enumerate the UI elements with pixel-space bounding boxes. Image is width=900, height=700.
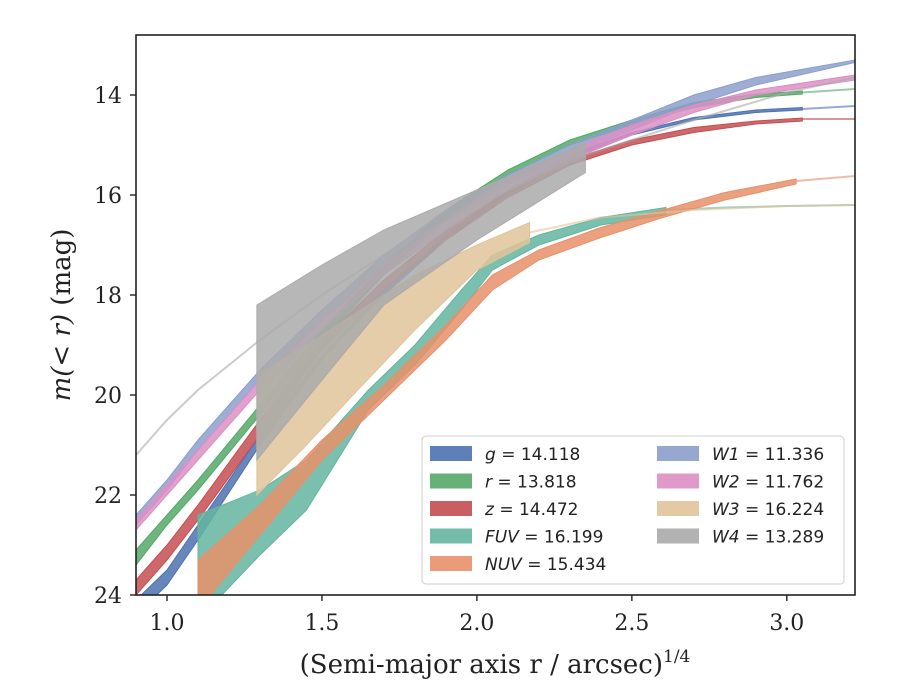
y-tick-label: 24	[94, 584, 122, 609]
legend: g = 14.118 r = 13.818 z = 14.472 FUV = 16.1…	[421, 435, 845, 585]
legend-swatch-w3	[657, 501, 699, 516]
legend-swatch-fuv	[430, 528, 472, 544]
x-tick-label: 1.5	[304, 611, 339, 636]
legend-swatch-w2	[657, 473, 699, 489]
series-nuv-extrapolation	[796, 175, 855, 182]
x-tick-label: 1.0	[149, 611, 184, 636]
y-tick-label: 14	[94, 84, 122, 109]
legend-swatch-r	[430, 473, 472, 489]
legend-label-z: z = 14.472	[484, 500, 578, 520]
legend-label-g: g = 14.118	[485, 445, 580, 465]
legend-label-w4: W4 = 13.289	[712, 528, 824, 548]
legend-swatch-z	[430, 501, 472, 516]
plot-series-layer	[136, 59, 855, 595]
series-w4-band	[256, 141, 586, 462]
y-tick-label: 18	[94, 284, 122, 309]
legend-label-r: r = 13.818	[485, 473, 577, 493]
legend-label-nuv: NUV = 15.434	[485, 555, 606, 575]
plot-frame	[135, 34, 856, 596]
legend-swatch-w4	[657, 528, 699, 544]
series-w3-extrapolation	[529, 204, 855, 234]
y-tick-label: 16	[94, 184, 122, 209]
legend-label-w2: W2 = 11.762	[712, 473, 824, 493]
x-tick-label: 2.5	[614, 611, 649, 636]
x-axis-label: (Semi-major axis r / arcsec)1/4	[300, 647, 691, 680]
x-axis-ticks: 1.0 1.5 2.0 2.5 3.0	[149, 595, 804, 636]
series-r-extrapolation	[802, 88, 855, 94]
series-nuv-band	[197, 178, 797, 595]
legend-swatch-nuv	[430, 556, 472, 571]
y-tick-label: 22	[94, 484, 122, 509]
legend-label-fuv: FUV = 16.199	[485, 528, 603, 548]
y-axis-label: m(< r) (mag)	[47, 229, 77, 402]
y-axis-ticks: 14 16 18 20 22 24	[94, 84, 136, 609]
x-tick-label: 3.0	[769, 611, 804, 636]
legend-box	[421, 435, 845, 585]
x-tick-label: 2.0	[459, 611, 494, 636]
y-tick-label: 20	[94, 384, 122, 409]
legend-label-w3: W3 = 16.224	[712, 500, 824, 520]
legend-label-w1: W1 = 11.336	[712, 445, 824, 465]
legend-swatch-g	[430, 446, 472, 461]
legend-swatch-w1	[657, 446, 699, 461]
series-g-extrapolation	[802, 105, 855, 110]
